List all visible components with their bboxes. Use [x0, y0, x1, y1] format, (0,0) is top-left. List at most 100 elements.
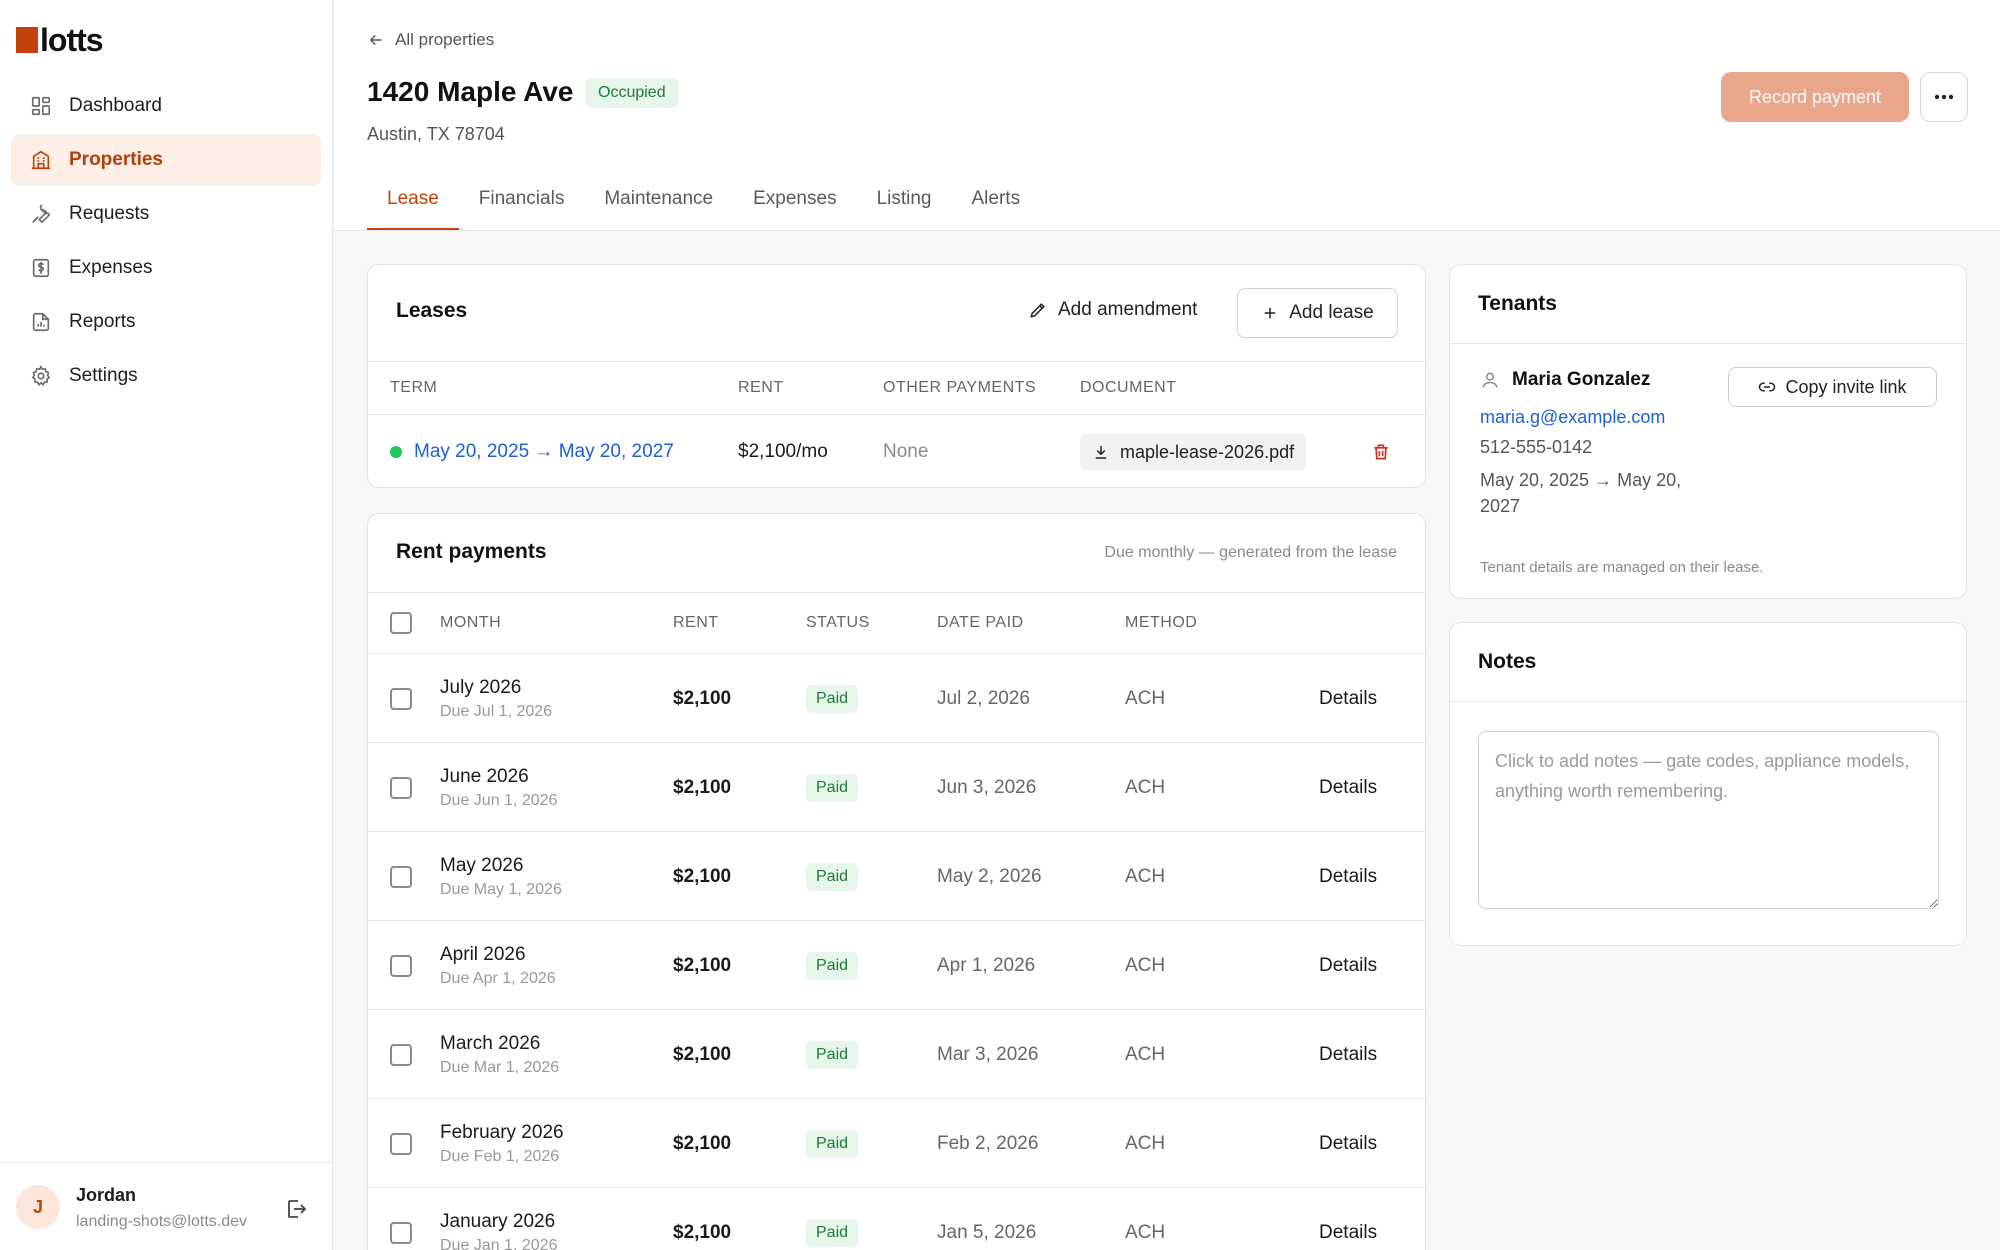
payment-rent: $2,100 — [673, 1221, 732, 1243]
payment-due-date: Due Jul 1, 2026 — [440, 702, 553, 720]
rent-table-header: MONTH RENT STATUS DATE PAID METHOD — [368, 592, 1425, 654]
col-rent: RENT — [738, 379, 784, 396]
row-checkbox[interactable] — [390, 776, 412, 799]
leases-title: Leases — [396, 299, 468, 322]
tenants-card: Tenants Maria Gonzalez Copy invite link … — [1449, 264, 1967, 599]
sidebar-item-settings[interactable]: Settings — [11, 350, 321, 402]
details-button[interactable]: Details — [1319, 776, 1378, 798]
lease-document-download[interactable]: maple-lease-2026.pdf — [1080, 434, 1307, 470]
divider — [1450, 701, 1966, 702]
table-row[interactable]: April 2026 Due Apr 1, 2026 $2,100 Paid Apr 1… — [368, 921, 1425, 1010]
sidebar-item-properties[interactable]: Properties — [11, 134, 321, 186]
payment-method: ACH — [1125, 954, 1166, 976]
link-icon — [1759, 382, 1776, 392]
notes-textarea[interactable] — [1478, 731, 1939, 909]
table-row[interactable]: May 2026 Due May 1, 2026 $2,100 Paid May 2, … — [368, 832, 1425, 921]
rent-payments-card: Rent payments Due monthly — generated fr… — [367, 513, 1426, 1250]
tab-alerts[interactable]: Alerts — [971, 188, 1021, 209]
more-options-button[interactable] — [1920, 72, 1968, 122]
logout-icon[interactable] — [284, 1197, 308, 1221]
payment-due-date: Due May 1, 2026 — [440, 880, 562, 898]
details-button[interactable]: Details — [1319, 1132, 1378, 1154]
details-button[interactable]: Details — [1319, 1221, 1378, 1243]
table-row[interactable]: February 2026 Due Feb 1, 2026 $2,100 Paid Fe… — [368, 1099, 1425, 1188]
building-icon — [29, 148, 53, 172]
add-lease-button[interactable]: Add lease — [1237, 288, 1398, 338]
payment-month: July 2026 — [440, 676, 522, 698]
plus-icon — [1264, 307, 1276, 319]
table-row[interactable]: January 2026 Due Jan 1, 2026 $2,100 Paid Jan… — [368, 1188, 1425, 1250]
payment-method: ACH — [1125, 687, 1166, 709]
payment-month: February 2026 — [440, 1121, 564, 1143]
sidebar-item-requests[interactable]: Requests — [11, 188, 321, 240]
avatar[interactable]: J — [16, 1185, 60, 1229]
status-badge: Paid — [806, 1129, 859, 1158]
active-status-dot — [390, 446, 402, 458]
table-row[interactable]: March 2026 Due Mar 1, 2026 $2,100 Paid Mar 3… — [368, 1010, 1425, 1099]
property-header: All properties 1420 Maple Ave Occupied A… — [334, 0, 2000, 231]
table-row[interactable]: May 20, 2025 → May 20, 2027 $2,100/mo No… — [368, 415, 1425, 487]
sidebar-item-dashboard[interactable]: Dashboard — [11, 80, 321, 132]
sidebar-item-label: Requests — [69, 203, 150, 224]
add-amendment-button[interactable]: Add amendment — [1028, 285, 1197, 335]
sidebar-item-label: Reports — [69, 311, 136, 332]
row-checkbox[interactable] — [390, 1043, 412, 1066]
delete-lease-button[interactable] — [1371, 415, 1391, 487]
payment-method: ACH — [1125, 776, 1166, 798]
payment-due-date: Due Feb 1, 2026 — [440, 1147, 560, 1165]
details-button[interactable]: Details — [1319, 687, 1378, 709]
payment-rent: $2,100 — [673, 1043, 732, 1065]
col-status: STATUS — [806, 614, 870, 631]
row-checkbox[interactable] — [390, 954, 412, 977]
payment-rent: $2,100 — [673, 865, 732, 887]
payment-due-date: Due Mar 1, 2026 — [440, 1058, 560, 1076]
user-profile: J Jordan landing-shots@lotts.dev — [0, 1162, 333, 1250]
col-rent: RENT — [673, 614, 719, 631]
leases-card: Leases Add amendment Add lease TERM RENT… — [367, 264, 1426, 488]
details-button[interactable]: Details — [1319, 865, 1378, 887]
col-other-payments: OTHER PAYMENTS — [883, 379, 1037, 396]
details-button[interactable]: Details — [1319, 954, 1378, 976]
table-row[interactable]: July 2026 Due Jul 1, 2026 $2,100 Paid Jul 2,… — [368, 654, 1425, 743]
lease-term-link[interactable]: May 20, 2025 → May 20, 2027 — [414, 441, 674, 462]
leases-table-header: TERM RENT OTHER PAYMENTS DOCUMENT — [368, 361, 1425, 415]
status-badge: Paid — [806, 773, 859, 802]
row-checkbox[interactable] — [390, 1132, 412, 1155]
copy-invite-link-button[interactable]: Copy invite link — [1728, 367, 1937, 407]
details-button[interactable]: Details — [1319, 1043, 1378, 1065]
payment-month: June 2026 — [440, 765, 529, 787]
payment-date-paid: May 2, 2026 — [937, 865, 1042, 887]
record-payment-button[interactable]: Record payment — [1721, 72, 1909, 122]
tab-expenses[interactable]: Expenses — [753, 188, 837, 209]
report-icon — [29, 310, 53, 334]
tab-listing[interactable]: Listing — [876, 188, 932, 209]
dollar-receipt-icon — [29, 256, 53, 280]
payment-date-paid: Apr 1, 2026 — [937, 954, 1036, 976]
payment-month: January 2026 — [440, 1210, 556, 1232]
tab-financials[interactable]: Financials — [478, 188, 565, 209]
row-checkbox[interactable] — [390, 865, 412, 888]
payment-due-date: Due Apr 1, 2026 — [440, 969, 556, 987]
sidebar-item-expenses[interactable]: Expenses — [11, 242, 321, 294]
gear-icon — [29, 364, 53, 388]
payment-rent: $2,100 — [673, 687, 732, 709]
tab-maintenance[interactable]: Maintenance — [604, 188, 714, 209]
tenant-email[interactable]: maria.g@example.com — [1480, 407, 1666, 427]
tab-lease[interactable]: Lease — [367, 180, 459, 230]
payment-method: ACH — [1125, 865, 1166, 887]
app-logo[interactable]: lotts — [16, 24, 104, 56]
back-link[interactable]: All properties — [367, 30, 494, 50]
table-row[interactable]: June 2026 Due Jun 1, 2026 $2,100 Paid Jun 3,… — [368, 743, 1425, 832]
sidebar-item-reports[interactable]: Reports — [11, 296, 321, 348]
col-term: TERM — [390, 379, 438, 396]
status-badge: Occupied — [586, 78, 678, 108]
col-date-paid: DATE PAID — [937, 614, 1024, 631]
row-checkbox[interactable] — [390, 687, 412, 710]
tenant-name-text: Maria Gonzalez — [1512, 369, 1651, 390]
select-all-checkbox[interactable] — [390, 612, 412, 634]
dashboard-icon — [29, 94, 53, 118]
row-checkbox[interactable] — [390, 1221, 412, 1244]
rent-payments-title: Rent payments — [396, 540, 547, 563]
status-badge: Paid — [806, 1218, 859, 1247]
logo-mark — [16, 27, 38, 53]
